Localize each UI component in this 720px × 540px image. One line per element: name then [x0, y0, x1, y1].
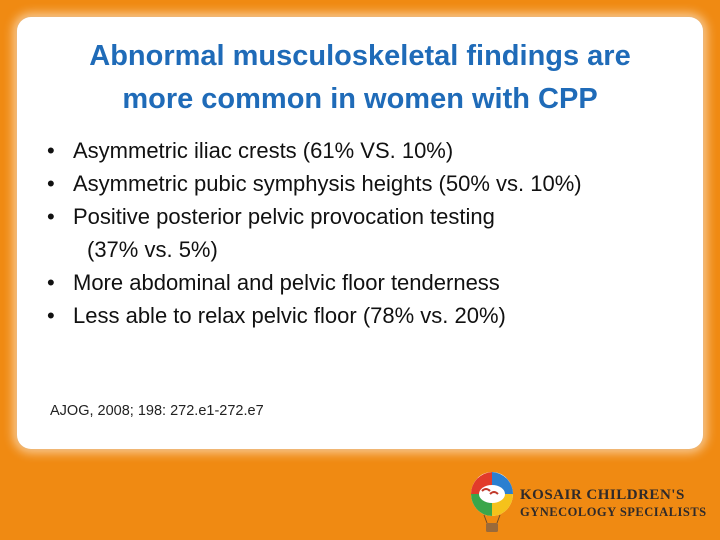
bullet-dot: •: [47, 138, 55, 163]
bullet-dot: •: [47, 171, 55, 196]
bullet-item: • Less able to relax pelvic floor (78% v…: [47, 299, 582, 332]
slide-title: Abnormal musculoskeletal findings are mo…: [17, 35, 703, 121]
bullet-text: More abdominal and pelvic floor tenderne…: [73, 270, 500, 295]
bullet-dot: •: [47, 270, 55, 295]
slide-title-line-2: more common in women with CPP: [122, 83, 598, 115]
bullet-continuation: (37% vs. 5%): [87, 237, 218, 262]
bullet-text: Positive posterior pelvic provocation te…: [73, 204, 495, 229]
bullet-text: Asymmetric iliac crests (61% VS. 10%): [73, 138, 454, 163]
bullet-text: Asymmetric pubic symphysis heights (50% …: [73, 171, 582, 196]
logo-line-2: GYNECOLOGY SPECIALISTS: [520, 505, 707, 519]
bullet-text: Less able to relax pelvic floor (78% vs.…: [73, 303, 506, 328]
logo-wordmark: KOSAIR CHILDREN'S GYNECOLOGY SPECIALISTS: [520, 486, 707, 520]
kosair-logo: KOSAIR CHILDREN'S GYNECOLOGY SPECIALISTS: [468, 470, 718, 534]
slide-title-line-1: Abnormal musculoskeletal findings are: [89, 40, 631, 72]
bullet-dot: •: [47, 303, 55, 328]
balloon-logo-icon: [471, 472, 513, 532]
bullet-item: • Positive posterior pelvic provocation …: [47, 200, 582, 266]
bullet-list: • Asymmetric iliac crests (61% VS. 10%) …: [47, 134, 582, 332]
bullet-dot: •: [47, 204, 55, 229]
slide-content-card: Abnormal musculoskeletal findings are mo…: [17, 17, 703, 449]
bullet-item: • Asymmetric pubic symphysis heights (50…: [47, 167, 582, 200]
logo-line-1: KOSAIR CHILDREN'S: [520, 487, 685, 503]
citation: AJOG, 2008; 198: 272.e1-272.e7: [50, 403, 264, 419]
bullet-item: • More abdominal and pelvic floor tender…: [47, 266, 582, 299]
bullet-item: • Asymmetric iliac crests (61% VS. 10%): [47, 134, 582, 167]
